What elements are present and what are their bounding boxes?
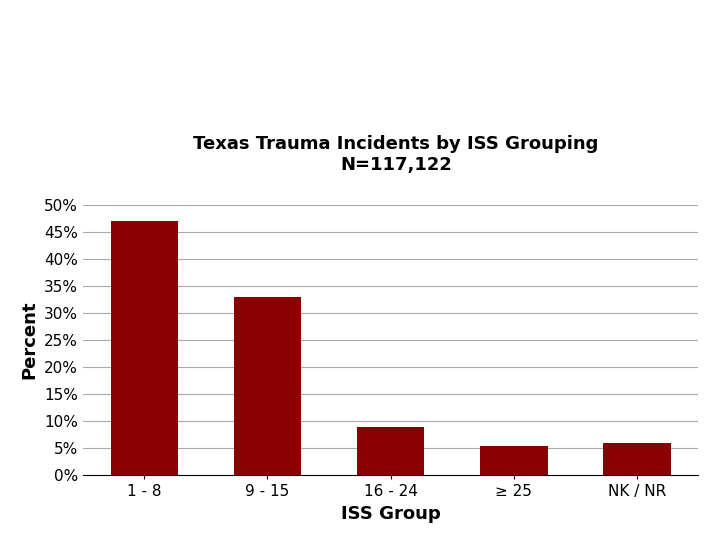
Bar [233,297,302,475]
Text: Texas Trauma Incidents by ISS Grouping
N=117,122: Texas Trauma Incidents by ISS Grouping N… [193,135,599,174]
X-axis label: ISS Group: ISS Group [341,505,441,523]
Y-axis label: Percent: Percent [20,301,38,380]
Bar [356,427,425,475]
Polygon shape [0,0,192,163]
Text: Texas Incidents by Injury Severity Score (ISS): Texas Incidents by Injury Severity Score… [114,40,720,65]
Bar [110,221,179,475]
Bar [480,446,548,475]
Bar [603,443,671,475]
